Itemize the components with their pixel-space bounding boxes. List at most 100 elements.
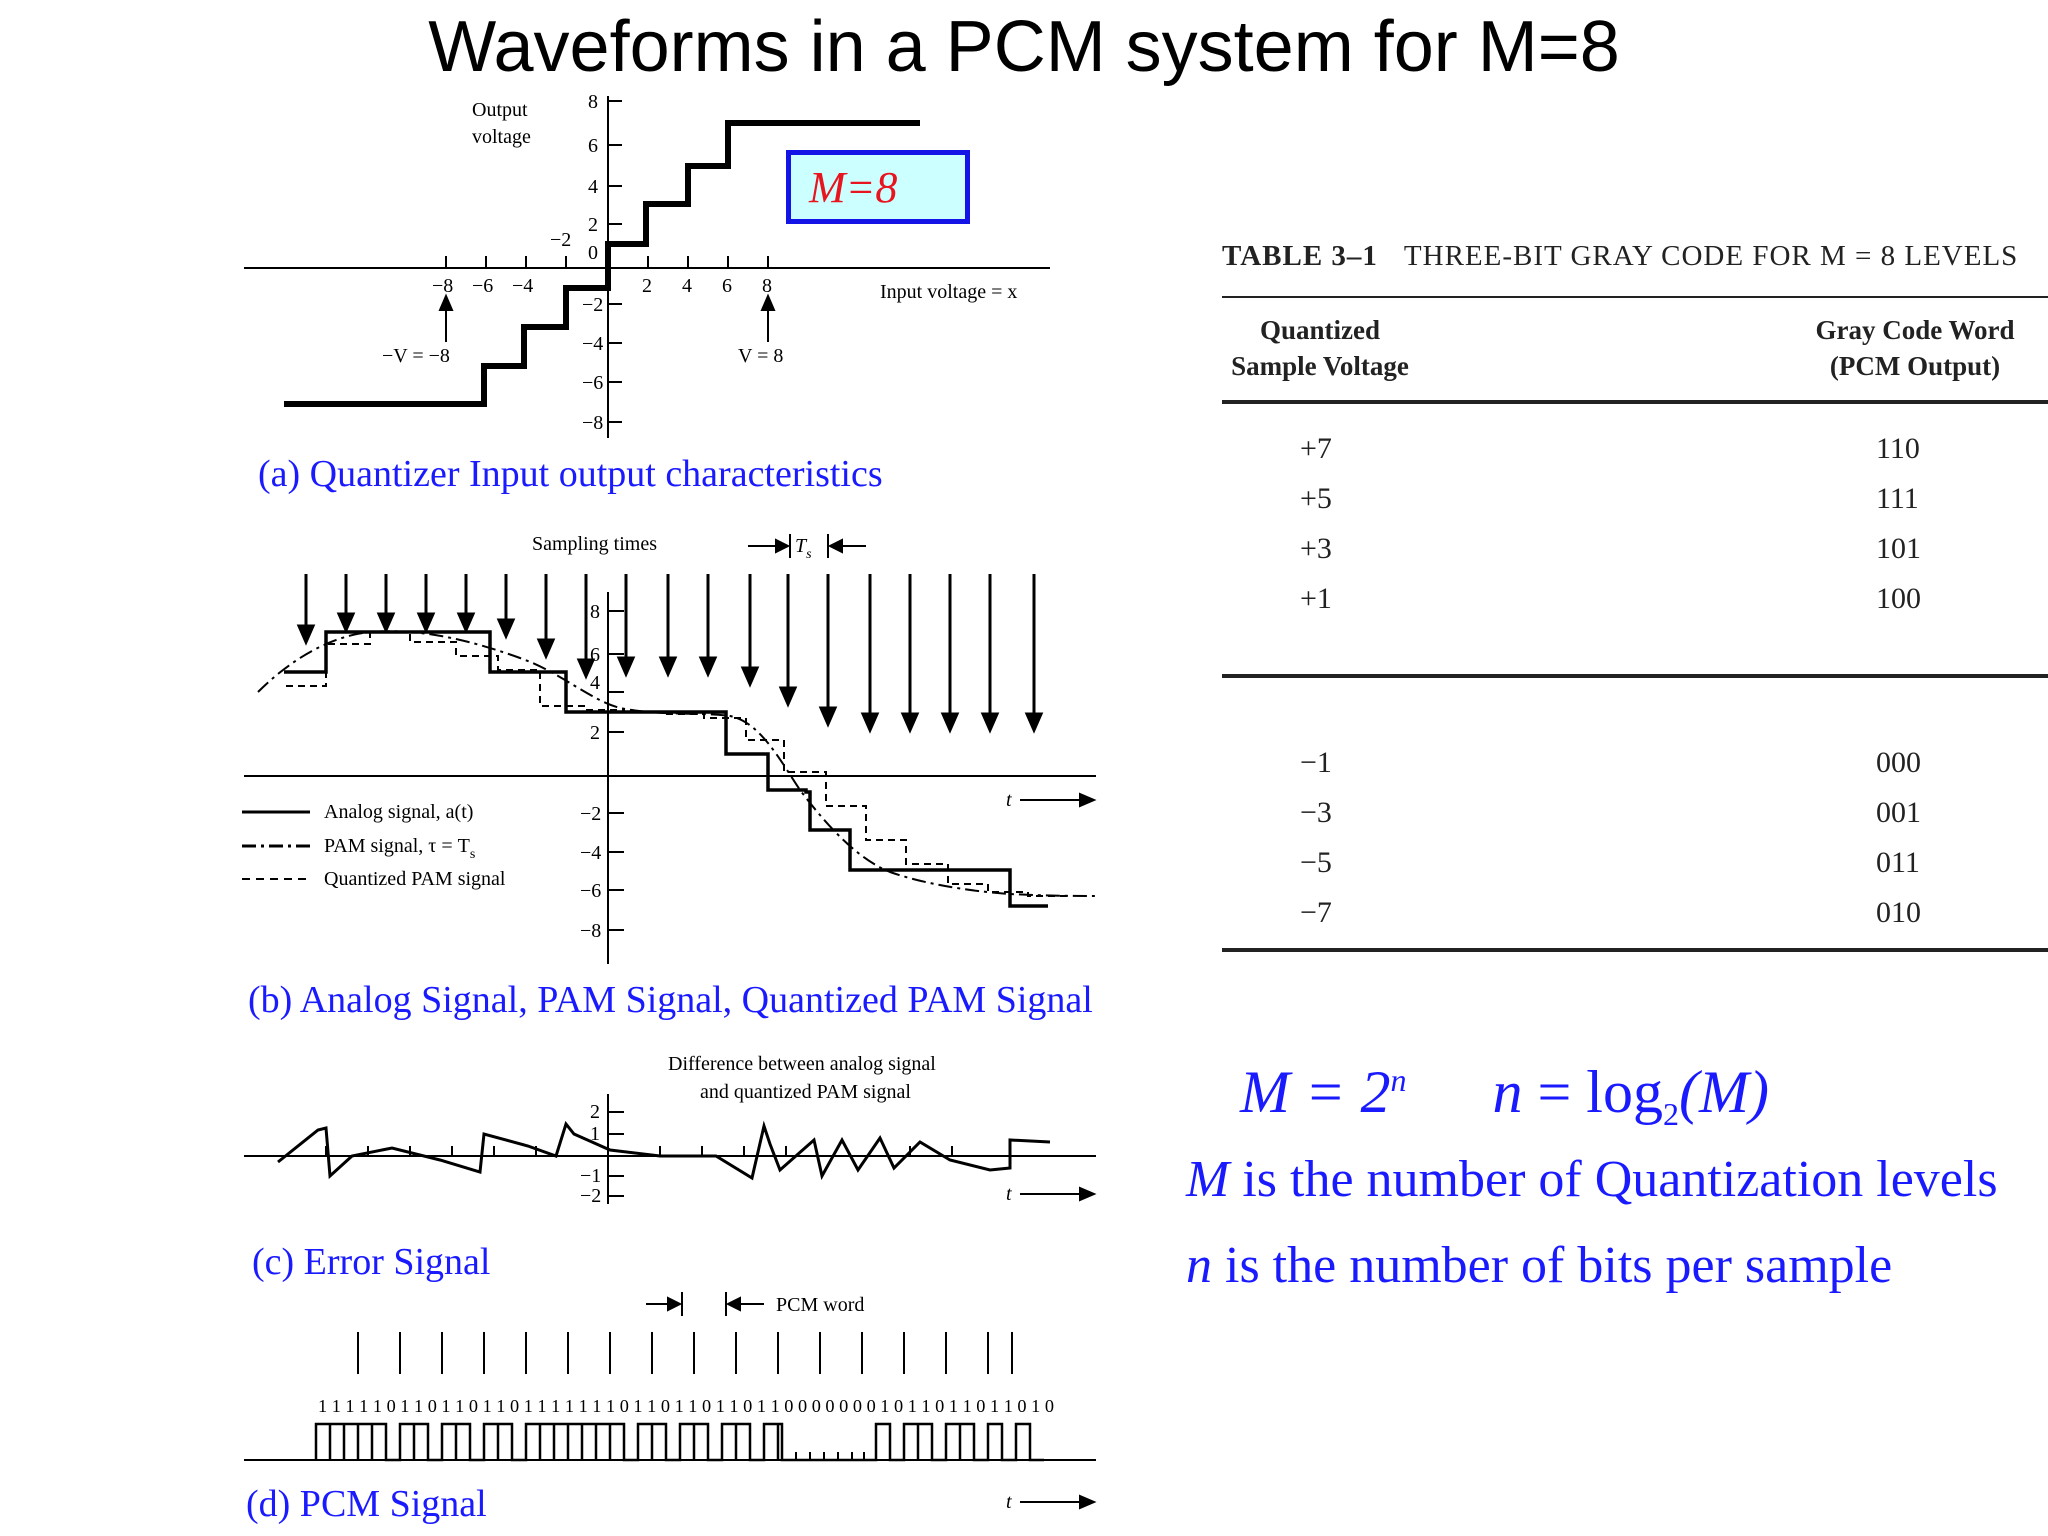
pcm-t-label: t [1006,1491,1012,1513]
signals-y-tick: 8 [590,601,600,623]
row-code: 110 [1876,432,1920,465]
header-right-line1: Gray Code Word [1815,315,2015,345]
quantizer-y-tick: −4 [582,333,603,355]
signals-y-tick: −6 [580,880,601,902]
quantizer-y-tick-offset: −2 [550,229,571,251]
row-code: 100 [1876,582,1921,615]
caption-error: (c) Error Signal [252,1241,491,1283]
formula-n-definition: n is the number of bits per sample [1186,1236,1892,1295]
legend-pam: PAM signal, τ = Ts [324,835,475,862]
signals-y-tick: 6 [590,644,600,666]
table-header-left: Quantized Sample Voltage [1222,312,1418,384]
signals-chart: 8 6 4 2 −2 −4 −6 −8 Sampling times Ts t … [242,533,1097,964]
quantizer-y-tick: 2 [588,214,598,236]
row-code: 010 [1876,896,1921,929]
pcm-chart: PCM word 1 1 1 1 1 0 1 1 0 1 1 0 1 1 0 1… [244,1292,1097,1513]
signals-y-tick: −4 [580,842,601,864]
legend-analog: Analog signal, a(t) [324,801,473,823]
formula-n-var: n [1186,1237,1212,1294]
row-code: 001 [1876,796,1921,829]
signals-y-tick: 4 [590,672,600,694]
quantizer-marker-arrows [438,293,776,342]
quantizer-y-tick: 8 [588,91,598,113]
table-rule-bottom [1222,948,2048,952]
quantizer-x-tick: 6 [722,275,732,297]
caption-signals: (b) Analog Signal, PAM Signal, Quantized… [248,979,1093,1021]
table-caption-text: THREE-BIT GRAY CODE FOR M = 8 LEVELS [1403,240,2019,272]
pcm-word-label: PCM word [776,1294,864,1316]
legend-quantized: Quantized PAM signal [324,868,506,890]
table-header-right: Gray Code Word (PCM Output) [1782,312,2048,384]
page-title: Waveforms in a PCM system for M=8 [428,7,1620,87]
quantizer-x-tick: −4 [512,275,533,297]
quantizer-y-tick: −2 [582,294,603,316]
pam-signal [286,631,1070,897]
formula-levels-bits: M = 2n n = log2(M) [1240,1058,1769,1133]
formula-log-base: 2 [1662,1096,1679,1132]
signals-y-tick: −2 [580,803,601,825]
row-code: 101 [1876,532,1921,565]
error-chart: 2 1 −1 −2 Difference between analog sign… [244,1053,1097,1207]
formula-m-definition: M is the number of Quantization levels [1186,1150,1998,1209]
sampling-times-label: Sampling times [532,533,657,555]
ts-interval-arrows [748,534,866,558]
row-code: 000 [1876,746,1921,779]
formula-arg: (M) [1678,1059,1769,1125]
m-equals-8-box: M=8 [786,150,970,224]
quantizer-staircase [284,120,920,407]
pos-v-label: V = 8 [738,345,783,367]
pcm-t-arrow [1020,1494,1097,1510]
table-rule-middle [1222,674,2048,678]
quantizer-x-tick: −6 [472,275,493,297]
row-voltage: −5 [1300,846,1332,879]
quantizer-y-tick: 6 [588,135,598,157]
formula-exponent: n [1390,1062,1407,1098]
quantizer-chart: 8 6 4 2 0 −2 −4 −6 −8 −2 −8 −6 −4 2 4 6 … [242,91,1097,1513]
quantizer-y-tick: −8 [582,412,603,434]
error-t-arrow [1020,1186,1097,1202]
formula-n-text: is the number of bits per sample [1212,1237,1893,1294]
error-y-tick: 2 [590,1101,600,1123]
pcm-word-markers [357,1332,1013,1374]
caption-quantizer: (a) Quantizer Input output characteristi… [258,453,883,495]
table-caption: TABLE 3–1 THREE-BIT GRAY CODE FOR M = 8 L… [1222,240,2018,273]
header-left-line1: Quantized [1259,315,1380,345]
error-signal [277,1120,1051,1181]
sampling-arrows [296,574,1044,734]
quantized-pam-signal [284,630,1048,908]
ts-label: Ts [795,535,812,562]
neg-v-label: −V = −8 [382,345,450,367]
quantizer-x-tick: −8 [432,275,453,297]
formula-m-eq: M = 2 [1240,1059,1391,1125]
quantizer-y-label: voltage [472,126,531,148]
table-caption-label: TABLE 3–1 [1222,240,1378,272]
gray-code-table: TABLE 3–1 THREE-BIT GRAY CODE FOR M = 8 L… [1222,240,2048,960]
row-code: 111 [1876,482,1919,515]
table-rule-top [1222,296,2048,298]
quantizer-y-tick: −6 [582,372,603,394]
row-voltage: +7 [1300,432,1332,465]
error-y-tick: 1 [590,1123,600,1145]
row-voltage: −1 [1300,746,1332,779]
pcm-word-arrows [646,1292,764,1316]
quantizer-y-tick: 4 [588,176,598,198]
error-title: and quantized PAM signal [700,1081,911,1103]
quantizer-y-tick: 0 [588,242,598,264]
legend-swatches [242,810,310,880]
row-voltage: −3 [1300,796,1332,829]
quantizer-y-ticks [608,100,622,423]
caption-pcm: (d) PCM Signal [246,1483,487,1525]
error-title: Difference between analog signal [668,1053,936,1075]
header-right-line2: (PCM Output) [1829,351,2001,381]
signals-y-tick: −8 [580,920,601,942]
formula-n: n [1492,1059,1523,1125]
quantizer-x-label: Input voltage = x [880,281,1017,303]
quantizer-x-tick: 2 [642,275,652,297]
signals-t-label: t [1006,789,1012,811]
formula-log: = log [1522,1059,1663,1125]
error-y-tick: −1 [580,1165,601,1187]
formula-m-text: is the number of Quantization levels [1229,1151,1998,1208]
table-rule-header [1222,400,2048,404]
formula-m-var: M [1186,1151,1230,1208]
header-left-line2: Sample Voltage [1231,351,1409,381]
